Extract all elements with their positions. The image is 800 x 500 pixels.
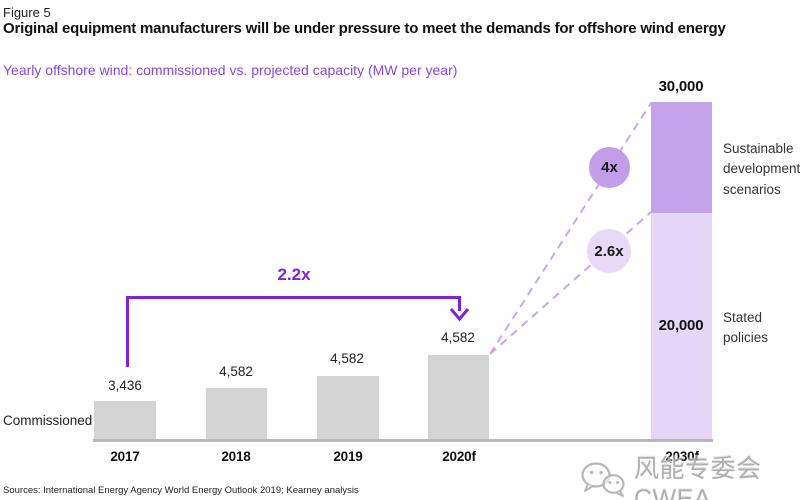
growth-bracket-left-segment [126,296,129,367]
value-label-2020f: 4,582 [441,330,475,345]
x-tick-2020f: 2020f [442,449,476,464]
watermark-text: 风能专委会CWEA [634,455,762,500]
x-axis-line [93,439,713,442]
projection-dashed-line-sds [489,102,652,355]
bar-2018 [206,388,267,439]
value-label-2030f-total: 30,000 [658,78,704,95]
value-label-2018: 4,582 [219,364,253,379]
x-tick-2018: 2018 [221,449,251,464]
badge-2-6x: 2.6x [587,229,631,273]
series-label-commissioned: Commissioned [3,413,93,428]
bar-2030f-stated-segment [651,213,712,440]
value-label-2030f-stated: 20,000 [658,317,704,334]
bar-2020f [428,355,489,439]
bar-2019 [317,376,379,439]
figure-title: Original equipment manufacturers will be… [3,20,726,37]
badge-4x: 4x [589,147,630,188]
figure-number: Figure 5 [3,5,51,20]
sources-note: Sources: International Energy Agency Wor… [3,485,359,496]
annotation-2-2x: 2.2x [277,265,311,284]
bar-2017 [94,401,156,439]
value-label-2019: 4,582 [330,351,364,366]
badge-4x-label: 4x [601,159,618,176]
legend-sustainable-development-scenarios: Sustainable development scenarios [723,141,800,197]
legend-stated-policies: Stated policies [723,310,769,346]
badge-2-6x-label: 2.6x [594,242,624,260]
projection-dashed-line-stated [489,211,652,355]
value-label-2017: 3,436 [108,378,142,393]
chart-subtitle: Yearly offshore wind: commissioned vs. p… [3,62,458,78]
x-tick-2019: 2019 [333,449,363,464]
growth-bracket-arrow-shaft [458,296,461,311]
growth-bracket-top-segment [126,296,460,299]
wechat-icon [578,460,628,500]
x-tick-2030f: 2030f [665,449,699,464]
x-tick-2017: 2017 [110,449,140,464]
watermark: 风能专委会CWEA [578,449,800,500]
bar-2030f-sustainable-segment [651,102,712,213]
